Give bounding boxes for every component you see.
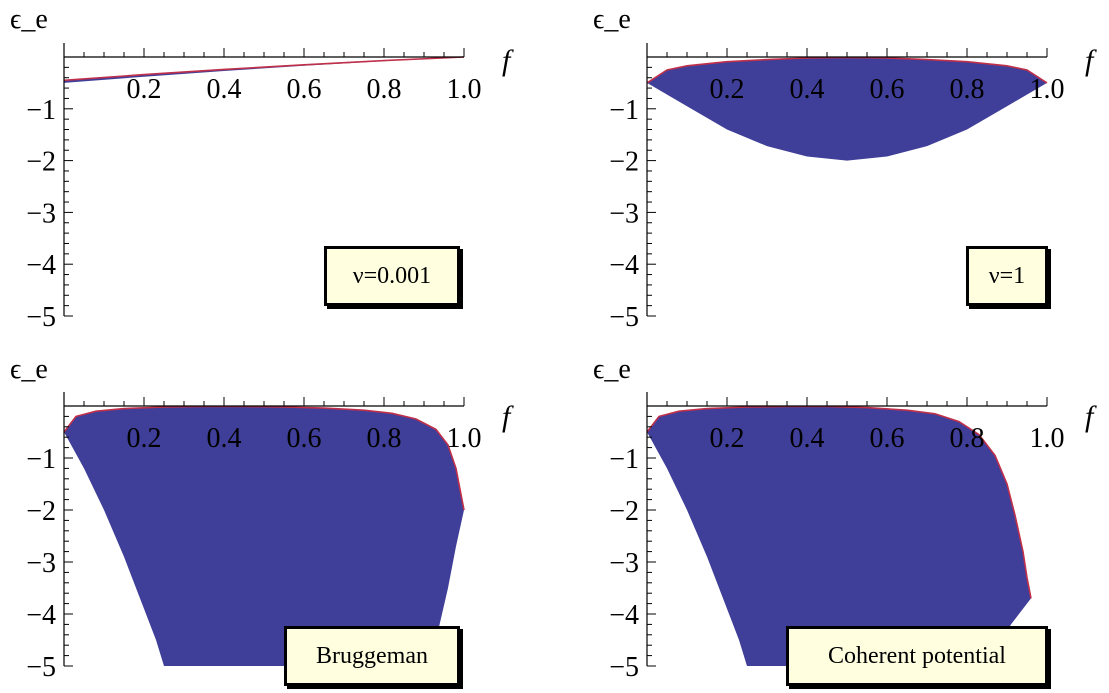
y-tick-label: −3 [609, 198, 639, 229]
filled-region [647, 406, 1031, 666]
chart-panel-bottom-right: 0.2 0.4 0.6 0.8 1.0 −1 −2 −3 −4 −5 ϵ_ef [593, 354, 1097, 683]
legend-box-nu-0001: ν=0.001 [324, 246, 460, 306]
y-axis-title: ϵ_e [10, 4, 48, 35]
y-axis-title: ϵ_e [593, 354, 631, 385]
y-tick-label: −5 [609, 302, 639, 333]
y-axis-title: ϵ_e [593, 4, 631, 35]
legend-box-bruggeman: Bruggeman [284, 626, 460, 686]
x-tick-label: 0.4 [790, 423, 825, 454]
y-tick-label: −1 [609, 95, 639, 126]
x-tick-label: 0.4 [207, 423, 242, 454]
x-tick-label: 0.4 [207, 74, 242, 105]
x-tick-label: 0.6 [287, 74, 322, 105]
x-tick-label: 0.8 [367, 423, 402, 454]
y-tick-label: −5 [609, 652, 639, 683]
y-tick-label: −2 [26, 496, 56, 527]
y-tick-label: −1 [26, 95, 56, 126]
x-tick-label: 1.0 [1030, 423, 1065, 454]
x-tick-label: 0.4 [790, 74, 825, 105]
x-tick-label: 0.2 [127, 74, 162, 105]
y-tick-label: −4 [609, 250, 639, 281]
y-tick-label: −2 [609, 147, 639, 178]
y-tick-label: −1 [609, 444, 639, 475]
x-tick-label: 1.0 [447, 423, 482, 454]
region-edge-line [646, 405, 1032, 599]
x-tick-label: 0.6 [870, 423, 905, 454]
y-tick-label: −5 [26, 302, 56, 333]
chart-panel-top-left: 0.2 0.4 0.6 0.8 1.0 −1 −2 −3 −4 −5 ϵ_ef [10, 4, 514, 333]
x-axis-title: f [1085, 44, 1097, 77]
y-axis-title: ϵ_e [10, 354, 48, 385]
legend-box-nu-1: ν=1 [966, 246, 1048, 306]
y-tick-label: −3 [26, 198, 56, 229]
x-tick-label: 0.8 [950, 423, 985, 454]
x-tick-label: 0.2 [710, 423, 745, 454]
legend-box-coherent-potential: Coherent potential [786, 626, 1048, 686]
x-tick-label: 0.8 [950, 74, 985, 105]
chart-panel-top-right: 0.2 0.4 0.6 0.8 1.0 −1 −2 −3 −4 −5 ϵ_ef [593, 4, 1097, 333]
y-tick-label: −4 [26, 250, 56, 281]
region-edge-line [63, 405, 465, 511]
x-tick-label: 1.0 [1030, 74, 1065, 105]
y-tick-label: −4 [609, 600, 639, 631]
x-tick-label: 0.8 [367, 74, 402, 105]
x-tick-label: 0.6 [287, 423, 322, 454]
y-tick-label: −3 [26, 548, 56, 579]
filled-region [64, 57, 464, 83]
chart-panel-bottom-left: 0.2 0.4 0.6 0.8 1.0 −1 −2 −3 −4 −5 ϵ_ef [10, 354, 514, 683]
filled-region [64, 406, 464, 666]
region-edge-line [63, 56, 465, 82]
x-tick-label: 0.2 [710, 74, 745, 105]
y-tick-label: −3 [609, 548, 639, 579]
y-tick-label: −5 [26, 652, 56, 683]
x-axis-title: f [502, 44, 514, 77]
y-tick-label: −2 [609, 496, 639, 527]
y-tick-label: −4 [26, 600, 56, 631]
x-axis-title: f [502, 400, 514, 433]
y-tick-label: −1 [26, 444, 56, 475]
x-tick-label: 1.0 [447, 74, 482, 105]
x-axis-title: f [1085, 400, 1097, 433]
x-tick-label: 0.6 [870, 74, 905, 105]
x-tick-label: 0.2 [127, 423, 162, 454]
filled-region [647, 57, 1047, 161]
y-tick-label: −2 [26, 147, 56, 178]
